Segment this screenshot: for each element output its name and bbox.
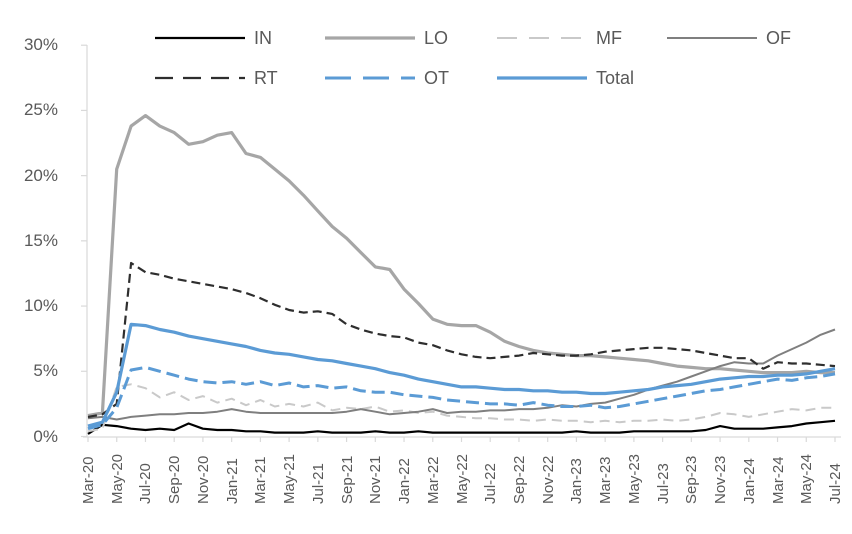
series-line-OT	[87, 365, 836, 431]
x-tick-label: Mar-20	[80, 456, 97, 504]
x-tick-label: Jul-23	[654, 463, 672, 504]
legend-label-LO: LO	[424, 28, 449, 48]
legend-label-MF: MF	[596, 28, 622, 48]
x-tick-label: Jan-24	[740, 458, 758, 504]
x-tick-label: May-20	[108, 453, 126, 504]
legend-swatch-MF	[497, 37, 587, 39]
y-tick-label: 5%	[33, 361, 58, 381]
y-tick-label: 10%	[23, 296, 58, 316]
legend-item-OF: OF	[667, 27, 791, 49]
x-tick-label: Jul-24	[827, 463, 844, 504]
legend-swatch-IN	[155, 36, 245, 40]
x-tick-label: Mar-21	[252, 456, 270, 504]
legend-item-LO: LO	[325, 27, 448, 49]
x-tick-label: Nov-21	[367, 455, 385, 504]
series-line-LO	[87, 113, 835, 418]
legend-item-IN: IN	[155, 27, 272, 49]
legend-label-IN: IN	[254, 28, 272, 48]
legend-item-MF: MF	[497, 27, 622, 49]
x-tick-label: Mar-22	[424, 456, 442, 504]
series-line-MF	[87, 383, 835, 433]
x-tick-label: Nov-20	[194, 455, 212, 504]
legend-item-RT: RT	[155, 67, 278, 89]
x-tick-label: Nov-23	[712, 455, 730, 504]
series-line-OF	[87, 328, 836, 421]
series-line-Total	[87, 322, 836, 428]
x-tick-label: May-21	[281, 453, 299, 504]
y-tick-label: 15%	[23, 230, 58, 250]
y-tick-label: 30%	[23, 35, 58, 55]
x-tick-label: May-22	[453, 453, 471, 504]
legend-swatch-OT	[325, 76, 415, 80]
legend-label-OF: OF	[766, 28, 791, 48]
x-tick-label: Jan-22	[396, 458, 414, 504]
x-tick-label: Jul-22	[482, 463, 500, 504]
legend-swatch-OF	[667, 37, 757, 39]
y-tick-label: 20%	[23, 165, 58, 185]
legend-label-RT: RT	[254, 68, 278, 88]
legend-swatch-Total	[497, 76, 587, 80]
x-tick-label: May-23	[625, 453, 643, 504]
x-tick-label: Nov-22	[539, 455, 557, 504]
y-tick-label: 0%	[33, 426, 58, 446]
x-tick-label: Jul-21	[309, 463, 327, 504]
legend-item-Total: Total	[497, 67, 634, 89]
x-tick-label: Sep-22	[510, 455, 528, 504]
series-line-RT	[87, 261, 836, 418]
legend-label-Total: Total	[596, 68, 635, 88]
x-tick-label: Jan-23	[568, 458, 586, 504]
series-line-IN	[87, 419, 836, 435]
y-tick-label: 25%	[23, 100, 58, 120]
x-tick-label: Jan-21	[223, 458, 241, 504]
x-tick-label: Sep-23	[683, 455, 701, 504]
x-tick-label: Mar-24	[769, 456, 787, 504]
legend-item-OT: OT	[325, 67, 449, 89]
legend-label-OT: OT	[424, 68, 449, 88]
x-tick-label: Mar-23	[597, 456, 615, 504]
legend-swatch-RT	[155, 76, 245, 80]
x-tick-label: Sep-20	[166, 455, 184, 504]
x-tick-label: Jul-20	[137, 463, 155, 504]
x-tick-label: May-24	[798, 453, 816, 504]
x-tick-label: Sep-21	[338, 455, 356, 504]
legend-swatch-LO	[325, 36, 415, 40]
